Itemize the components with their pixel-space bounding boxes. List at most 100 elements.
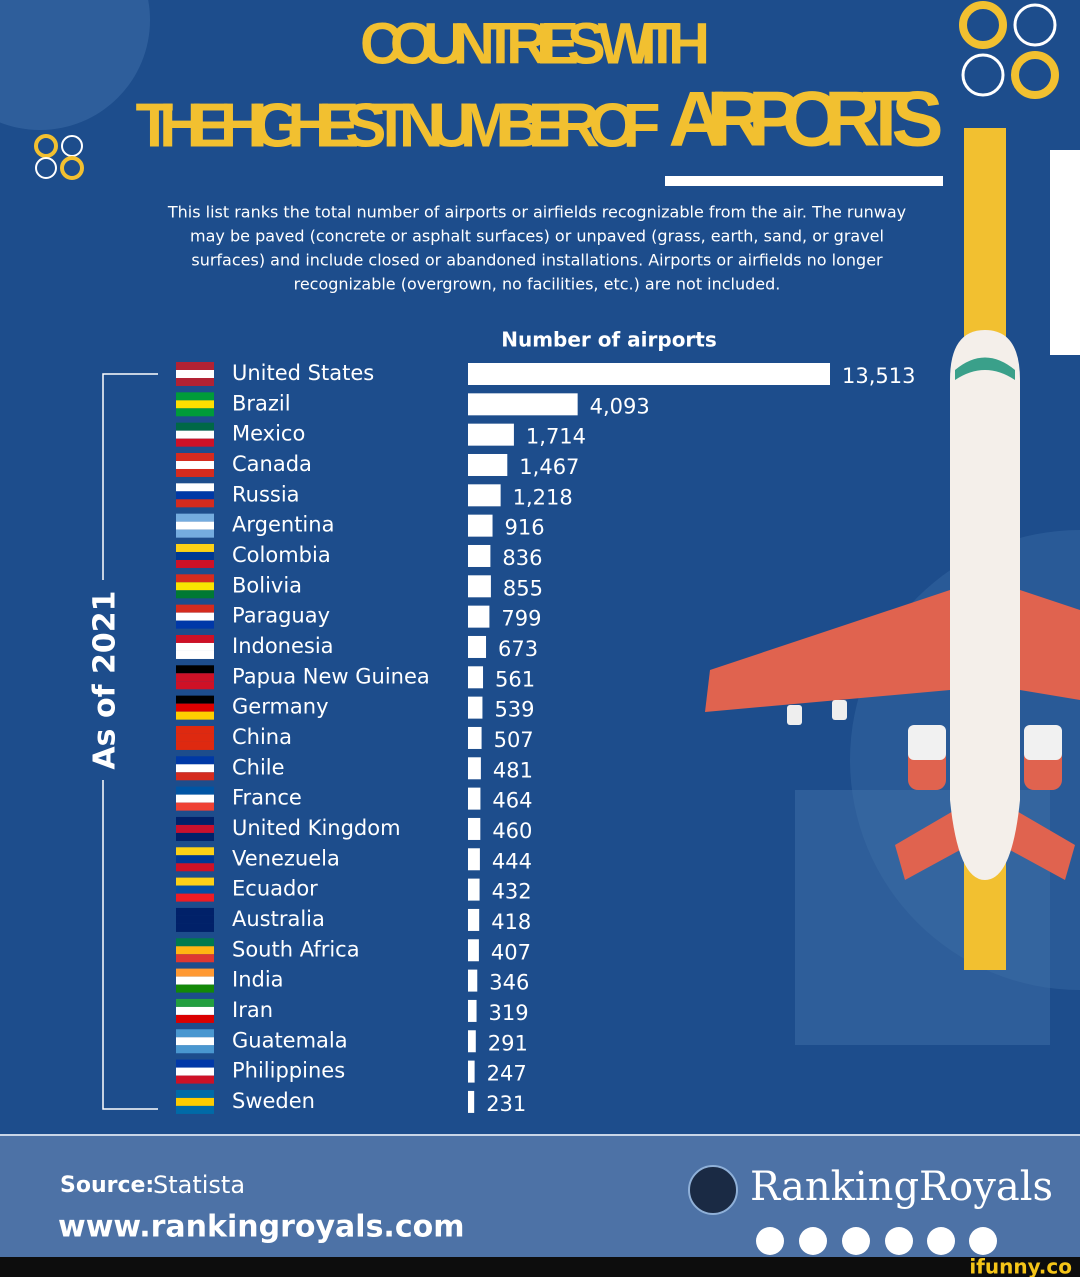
flag <box>176 543 214 552</box>
flag <box>176 885 214 894</box>
social-icons <box>756 1227 997 1255</box>
flag <box>176 634 214 643</box>
flag <box>176 1006 214 1015</box>
flag <box>176 483 214 492</box>
brand: RankingRoyals <box>750 1164 1053 1210</box>
flag <box>176 741 214 750</box>
title-line1: COUNTRIES WITH <box>360 11 710 76</box>
value-label: 481 <box>493 758 533 782</box>
flag <box>176 673 214 682</box>
category-label: Ecuador <box>232 877 318 901</box>
flag <box>176 392 214 401</box>
description-line: recognizable (overgrown, no facilities, … <box>294 275 781 294</box>
source-label: Source: <box>60 1173 154 1198</box>
bar <box>468 514 493 537</box>
url: www.rankingroyals.com <box>58 1210 464 1245</box>
value-label: 346 <box>489 971 529 995</box>
value-label: 464 <box>492 789 532 813</box>
flag <box>176 452 214 461</box>
bar <box>468 605 490 628</box>
bar <box>468 453 508 476</box>
bar <box>468 999 477 1022</box>
flag <box>176 1075 214 1084</box>
category-label: Argentina <box>232 513 334 537</box>
flag <box>176 847 214 856</box>
value-label: 507 <box>494 728 534 752</box>
value-label: 799 <box>501 607 541 631</box>
category-label: South Africa <box>232 937 360 961</box>
title-underline <box>665 176 943 186</box>
flag <box>176 703 214 712</box>
category-label: Brazil <box>232 391 291 415</box>
flag <box>176 460 214 469</box>
flag <box>176 968 214 977</box>
flag <box>176 1045 214 1054</box>
value-label: 916 <box>505 516 545 540</box>
bar <box>468 878 480 901</box>
bar <box>468 544 491 567</box>
flag <box>176 620 214 629</box>
decor-bar <box>1050 150 1080 355</box>
category-label: Bolivia <box>232 573 302 597</box>
flag <box>176 499 214 508</box>
axis-label: Number of airports <box>501 328 717 352</box>
category-label: China <box>232 725 292 749</box>
bar <box>468 363 830 385</box>
bar <box>468 666 484 689</box>
flag <box>176 559 214 568</box>
value-label: 561 <box>495 667 535 691</box>
flag <box>176 772 214 781</box>
watermark: ifunny.co <box>969 1255 1072 1277</box>
category-label: Iran <box>232 998 273 1022</box>
flag <box>176 764 214 773</box>
bracket-gap <box>85 580 121 780</box>
category-label: Russia <box>232 482 300 506</box>
flag <box>176 923 214 932</box>
flag <box>176 1105 214 1114</box>
category-label: Australia <box>232 907 325 931</box>
flag <box>176 954 214 963</box>
bar <box>468 787 481 810</box>
bar <box>468 757 481 780</box>
category-label: Venezuela <box>232 846 340 870</box>
category-label: Mexico <box>232 422 305 446</box>
flag <box>176 1067 214 1076</box>
decor-circle <box>0 0 150 130</box>
bars: United States 13,513 Brazil 4,093 Mexico 1,71… <box>176 361 915 1116</box>
flag <box>176 794 214 803</box>
flag <box>176 1037 214 1046</box>
flag <box>176 529 214 538</box>
flag <box>176 711 214 720</box>
flag <box>176 400 214 409</box>
category-label: Sweden <box>232 1089 315 1113</box>
flag <box>176 938 214 947</box>
bar <box>468 1030 476 1053</box>
flag <box>176 946 214 955</box>
flag <box>176 422 214 431</box>
category-label: Philippines <box>232 1059 345 1083</box>
flag <box>176 1014 214 1023</box>
flag <box>176 984 214 993</box>
value-label: 1,467 <box>519 455 579 479</box>
flag <box>176 430 214 439</box>
bar <box>468 726 482 749</box>
category-label: Germany <box>232 695 329 719</box>
airplane <box>705 330 1080 880</box>
bar <box>468 969 478 992</box>
decor-rings <box>34 1 1059 180</box>
flag <box>176 907 214 916</box>
flag <box>176 590 214 599</box>
flag <box>176 725 214 734</box>
flag <box>176 408 214 417</box>
flag <box>176 491 214 500</box>
flag <box>176 681 214 690</box>
category-label: Paraguay <box>232 604 330 628</box>
bar <box>468 817 481 840</box>
category-label: Colombia <box>232 543 331 567</box>
description-line: This list ranks the total number of airp… <box>167 203 906 222</box>
value-label: 291 <box>488 1031 528 1055</box>
title-line2: THE HIGHEST NUMBER OF <box>136 91 661 160</box>
flag <box>176 976 214 985</box>
category-label: Guatemala <box>232 1028 348 1052</box>
flag <box>176 370 214 378</box>
